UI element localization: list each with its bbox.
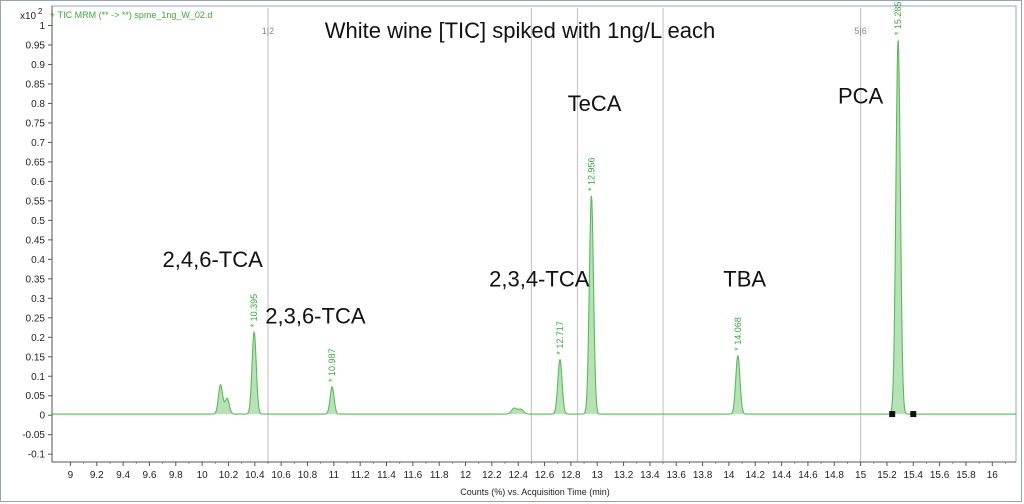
y-tick-label: 0.95 (26, 40, 46, 51)
x-tick-label: 11.2 (351, 470, 370, 481)
y-tick-label: 0.3 (31, 294, 45, 305)
x-tick-label: 14 (723, 470, 735, 481)
y-tick-label: 0.55 (26, 196, 46, 207)
y-tick-label: 0.7 (31, 138, 45, 149)
x-axis: 9 9.2 9.4 9.6 9.8 10 10.2 10.4 10.6 10.8 11 11.2 11.… (52, 461, 1016, 481)
x-tick-label: 14.2 (746, 470, 766, 481)
compound-label: TeCA (568, 91, 622, 116)
compound-label: PCA (838, 83, 884, 108)
x-tick-label: 9.4 (116, 470, 130, 481)
y-tick-label: 0.45 (26, 235, 46, 246)
plot-area (51, 5, 1017, 463)
peak-rt-label: * 14.068 (733, 317, 743, 351)
x-tick-label: 14.6 (798, 470, 818, 481)
tic-trace-line (52, 39, 1016, 415)
y-tick-label: 0.05 (26, 391, 46, 402)
peak-rt-label: * 12.956 (586, 157, 596, 191)
x-tick-label: 16 (987, 470, 999, 481)
x-tick-label: 9.8 (169, 470, 183, 481)
compound-label: TBA (723, 267, 766, 292)
window-marker-label: 5|6 (854, 26, 866, 36)
y-tick-label: 0.75 (26, 118, 46, 129)
y-tick-label: -0.1 (28, 450, 46, 461)
x-tick-label: 15 (855, 470, 867, 481)
peak-rt-label: * 15.285 (893, 2, 903, 36)
y-tick-label: 0.35 (26, 274, 46, 285)
trace-label: + TIC MRM (** -> **) spme_1ng_W_02.d (50, 10, 212, 20)
x-tick-label: 11.6 (403, 470, 422, 481)
chart-title: White wine [TIC] spiked with 1ng/L each (325, 18, 715, 43)
trace-layer (52, 39, 1016, 418)
x-tick-label: 11 (329, 470, 340, 481)
integration-marker (910, 411, 917, 418)
x-tick-label: 13.8 (693, 470, 713, 481)
x-tick-label: 15.6 (930, 470, 950, 481)
peak-rt-label: * 10.987 (327, 348, 337, 382)
peak-rt-label: * 12.717 (555, 321, 565, 355)
x-tick-label: 12.6 (535, 470, 555, 481)
x-tick-label: 15.2 (877, 470, 897, 481)
y-tick-label: 0.65 (26, 157, 46, 168)
x-tick-label: 12.2 (482, 470, 502, 481)
x-tick-label: 9.2 (90, 470, 104, 481)
x-tick-label: 14.4 (772, 470, 792, 481)
window-markers: 1|2 5|6 (262, 8, 867, 462)
y-tick-label: 0 (39, 411, 45, 422)
peak-rt-label: * 10.395 (249, 294, 259, 328)
x-tick-label: 12.4 (508, 470, 528, 481)
y-tick-label: 0.4 (31, 255, 45, 266)
x-tick-label: 10.6 (271, 470, 291, 481)
x-tick-label: 10 (197, 470, 209, 481)
x-tick-label: 10.4 (245, 470, 265, 481)
x-tick-label: 11.4 (377, 470, 396, 481)
y-tick-label: 0.15 (26, 352, 46, 363)
y-tick-label: 0.25 (26, 313, 46, 324)
x-tick-label: 10.8 (298, 470, 318, 481)
x-axis-label: Counts (%) vs. Acquisition Time (min) (460, 487, 610, 497)
x-tick-label: 10.2 (219, 470, 239, 481)
y-tick-label: 0.8 (31, 99, 45, 110)
y-tick-label: 0.9 (31, 60, 45, 71)
y-axis: -0.1 -0.05 0 0.05 0.1 0.15 0.2 0.25 0.3 0.35 0.4 0.… (22, 6, 53, 462)
y-tick-label: 0.5 (31, 216, 45, 227)
compound-label: 2,3,6-TCA (265, 304, 366, 329)
x-tick-label: 9 (68, 470, 74, 481)
y-tick-label: 0.2 (31, 333, 45, 344)
compound-label: 2,4,6-TCA (163, 247, 264, 272)
y-scale-exponent: 2 (38, 7, 43, 16)
compound-label: 2,3,4-TCA (489, 267, 590, 292)
x-tick-label: 13.4 (640, 470, 660, 481)
y-tick-label: 1 (39, 21, 45, 32)
integration-marker (889, 411, 896, 418)
x-tick-label: 15.8 (956, 470, 976, 481)
x-tick-label: 13.6 (666, 470, 686, 481)
x-tick-label: 15.4 (904, 470, 924, 481)
x-tick-label: 13.2 (614, 470, 634, 481)
x-tick-label: 14.8 (825, 470, 845, 481)
y-tick-label: 0.1 (31, 372, 45, 383)
x-tick-label: 13 (592, 470, 604, 481)
x-tick-label: 9.6 (143, 470, 157, 481)
y-tick-label: 0.85 (26, 79, 46, 90)
y-scale-label: x10 (20, 11, 37, 22)
annotation-layer: * 10.395 * 10.987 * 12.717 * 12.956 * 14.068… (163, 2, 904, 382)
x-tick-label: 12.8 (561, 470, 581, 481)
x-tick-label: 11.8 (430, 470, 449, 481)
y-tick-label: -0.05 (22, 430, 45, 441)
y-tick-label: 0.6 (31, 177, 45, 188)
window-marker-label: 1|2 (262, 26, 274, 36)
x-tick-label: 12 (460, 470, 472, 481)
